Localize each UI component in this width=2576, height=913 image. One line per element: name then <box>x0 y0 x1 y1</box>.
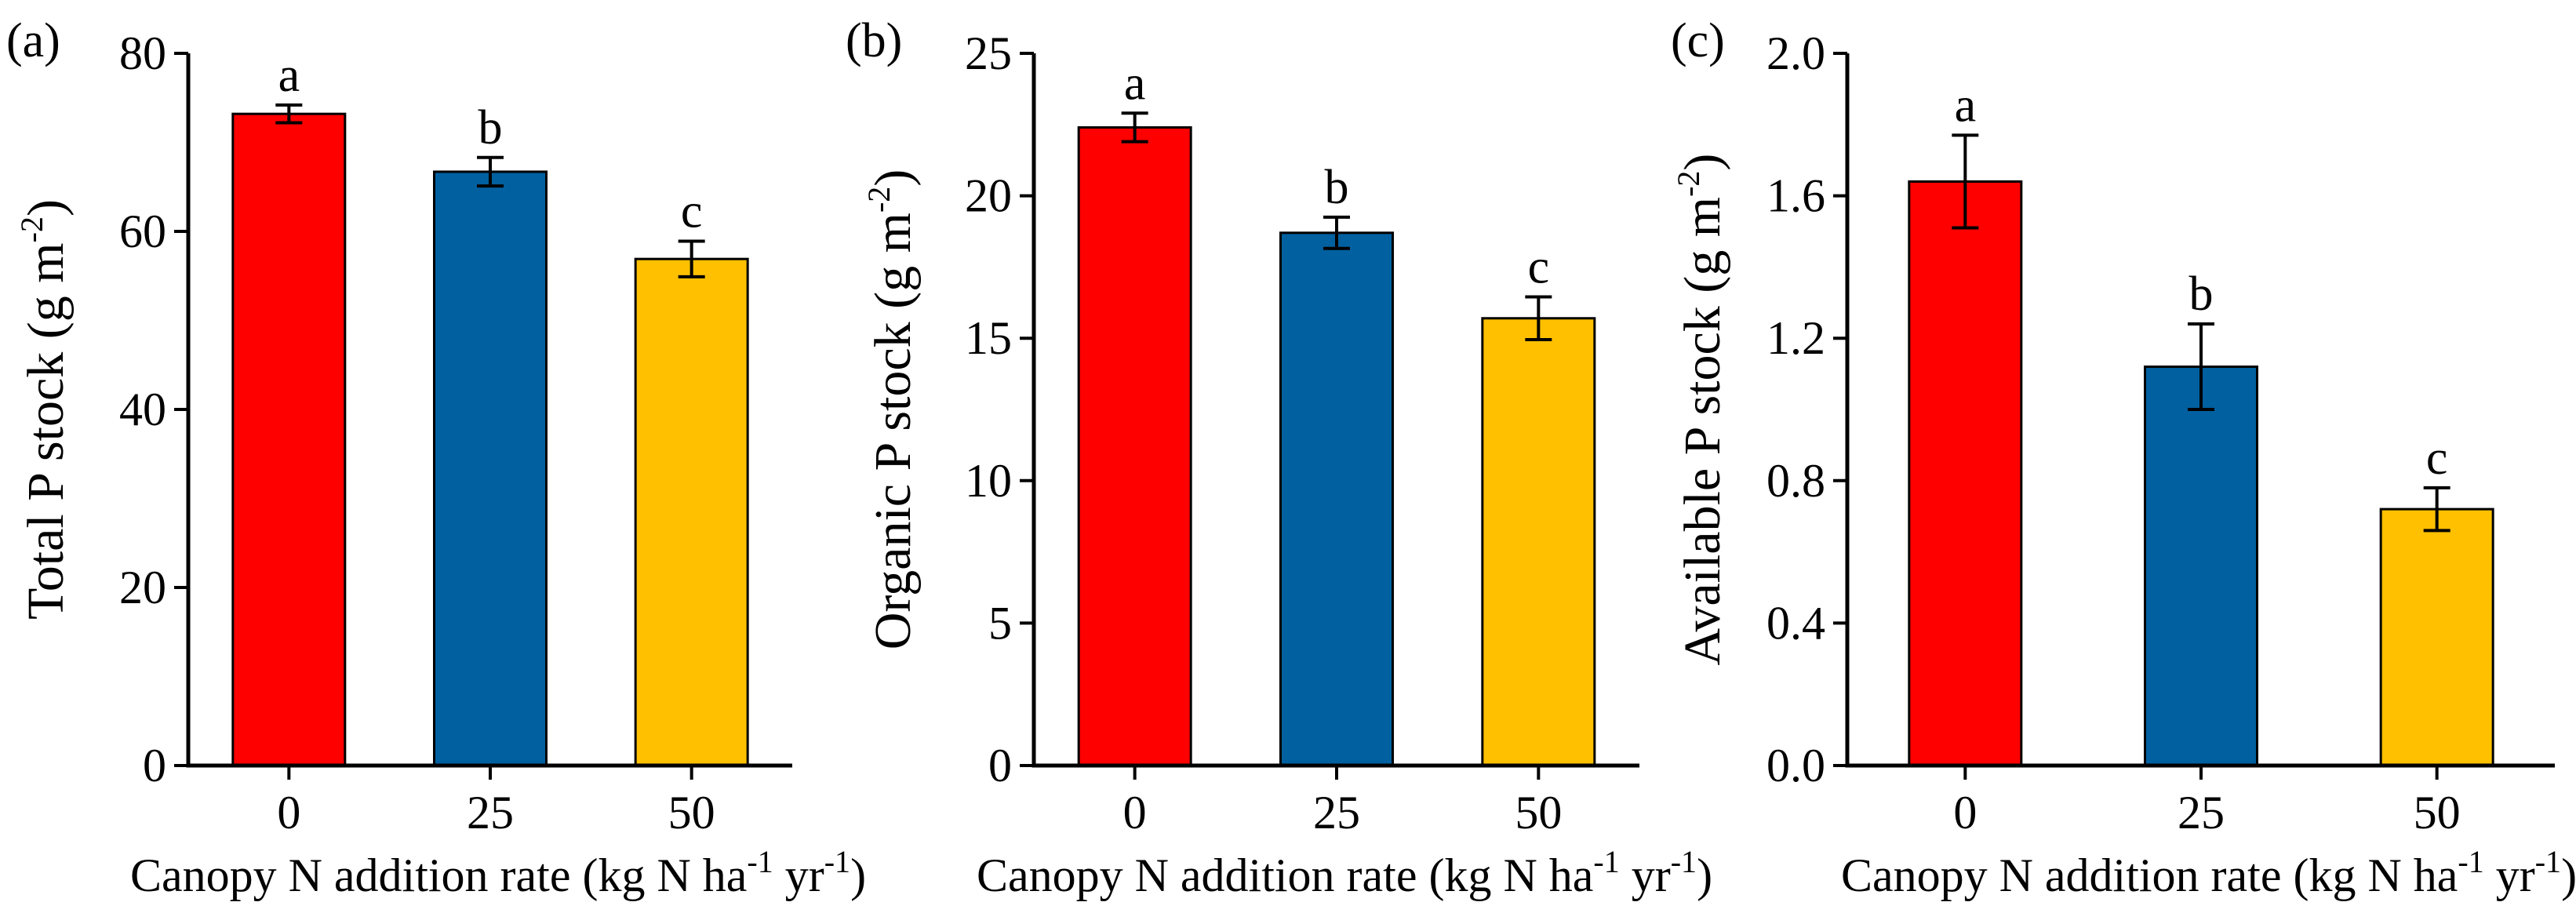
axes-frame <box>1031 53 1639 768</box>
y-tick-label: 1.6 <box>1766 170 1825 222</box>
significance-letter: c <box>2426 431 2448 485</box>
axes-frame <box>1845 53 2555 768</box>
error-bar-0 <box>275 103 303 125</box>
x-tick-label: 0 <box>1123 787 1147 838</box>
bar-25 <box>433 170 548 767</box>
bar-50 <box>2379 507 2494 767</box>
x-tick-label: 50 <box>2414 787 2461 838</box>
x-axis-label: Canopy N addition rate (kg N ha-1 yr-1) <box>130 844 866 901</box>
y-tick-label: 80 <box>119 27 166 79</box>
y-tick-label: 40 <box>119 384 166 435</box>
chart-panel-1: (a) a 0 b 25 c 50 0 20 40 60 80 Total P stock (g m-2… <box>6 14 866 901</box>
chart-panel-2: (b) a 0 b 25 c 50 0 5 10 15 20 25 Organic P stock (g … <box>846 14 1712 901</box>
y-tick-label: 15 <box>965 312 1012 364</box>
panel-label: (c) <box>1671 14 1725 67</box>
panel-label: (b) <box>846 14 902 67</box>
y-tick-label: 10 <box>965 455 1012 507</box>
error-bar-25 <box>2188 322 2214 411</box>
bar-50 <box>634 257 749 767</box>
bar-0 <box>1077 125 1192 767</box>
panel-label: (a) <box>6 14 60 67</box>
x-axis-label: Canopy N addition rate (kg N ha-1 yr-1) <box>977 844 1712 901</box>
y-tick-label: 0.8 <box>1766 455 1825 507</box>
x-tick-label: 25 <box>467 787 514 838</box>
error-bar-25 <box>1323 215 1350 250</box>
bar-25 <box>1279 231 1394 767</box>
x-tick-label: 25 <box>2178 787 2225 838</box>
significance-letter: c <box>681 184 703 238</box>
y-tick-label: 5 <box>988 597 1012 649</box>
y-tick-label: 20 <box>119 562 166 613</box>
significance-letter: b <box>478 101 503 155</box>
y-tick-label: 2.0 <box>1766 27 1825 79</box>
significance-letter: a <box>278 49 300 102</box>
x-tick-label: 25 <box>1313 787 1360 838</box>
y-tick-label: 0 <box>988 740 1012 791</box>
y-tick-label: 0.4 <box>1766 597 1825 649</box>
y-tick-label: 25 <box>965 27 1012 79</box>
y-tick-label: 1.2 <box>1766 312 1825 364</box>
y-tick-label: 0 <box>143 740 166 791</box>
x-tick-label: 50 <box>1515 787 1562 838</box>
bar-0 <box>231 112 347 767</box>
bar-25 <box>2144 366 2258 767</box>
error-bar-0 <box>1952 133 1979 230</box>
x-tick-label: 0 <box>277 787 300 838</box>
x-tick-label: 0 <box>1953 787 1977 838</box>
x-tick-label: 50 <box>668 787 715 838</box>
y-tick-label: 60 <box>119 206 166 257</box>
y-axis-label: Total P stock (g m-2) <box>14 199 75 620</box>
y-tick-label: 20 <box>965 170 1012 222</box>
significance-letter: b <box>2189 267 2214 321</box>
error-bar-50 <box>1525 295 1552 342</box>
error-bar-50 <box>678 239 705 278</box>
significance-letter: c <box>1528 241 1550 294</box>
x-axis-label: Canopy N addition rate (kg N ha-1 yr-1) <box>1841 844 2576 901</box>
significance-letter: b <box>1325 161 1349 214</box>
error-bar-0 <box>1121 111 1148 144</box>
error-bar-25 <box>477 155 504 188</box>
y-axis-label: Organic P stock (g m-2) <box>861 169 922 650</box>
error-bar-50 <box>2423 486 2450 533</box>
significance-letter: a <box>1955 78 1977 132</box>
chart-panel-3: (c) a 0 b 25 c 50 0.0 0.4 0.8 1.2 1.6 2.0 Available P… <box>1671 14 2576 901</box>
bar-50 <box>1481 317 1596 767</box>
y-tick-label: 0.0 <box>1766 740 1825 791</box>
significance-letter: a <box>1124 56 1146 110</box>
y-axis-label: Available P stock (g m-2) <box>1671 154 1731 666</box>
bar-0 <box>1908 180 2023 767</box>
axes-frame <box>186 53 792 768</box>
